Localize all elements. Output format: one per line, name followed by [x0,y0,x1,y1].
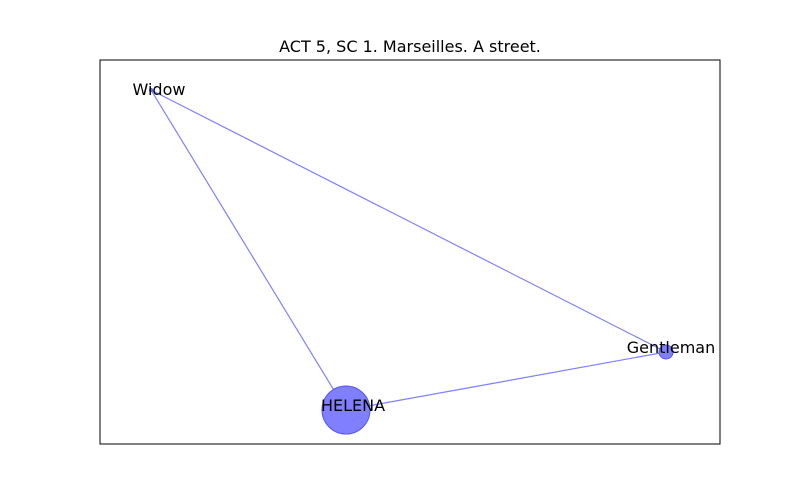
labels-layer: Widow Gentleman HELENA [133,80,716,415]
node-helena [321,385,371,435]
nodes-layer [149,88,674,435]
edge-widow-gentleman [150,89,667,353]
node-label-gentleman: Gentleman [627,338,715,357]
node-widow [149,88,153,92]
plot-frame [99,59,721,445]
diagram-title: ACT 5, SC 1. Marseilles. A street. [279,37,541,56]
edge-widow-helena [150,89,347,411]
node-label-widow: Widow [133,80,186,99]
edge-helena-gentleman [345,351,667,411]
node-label-helena: HELENA [321,396,385,415]
edges-layer [150,89,667,411]
node-gentleman [658,344,674,360]
